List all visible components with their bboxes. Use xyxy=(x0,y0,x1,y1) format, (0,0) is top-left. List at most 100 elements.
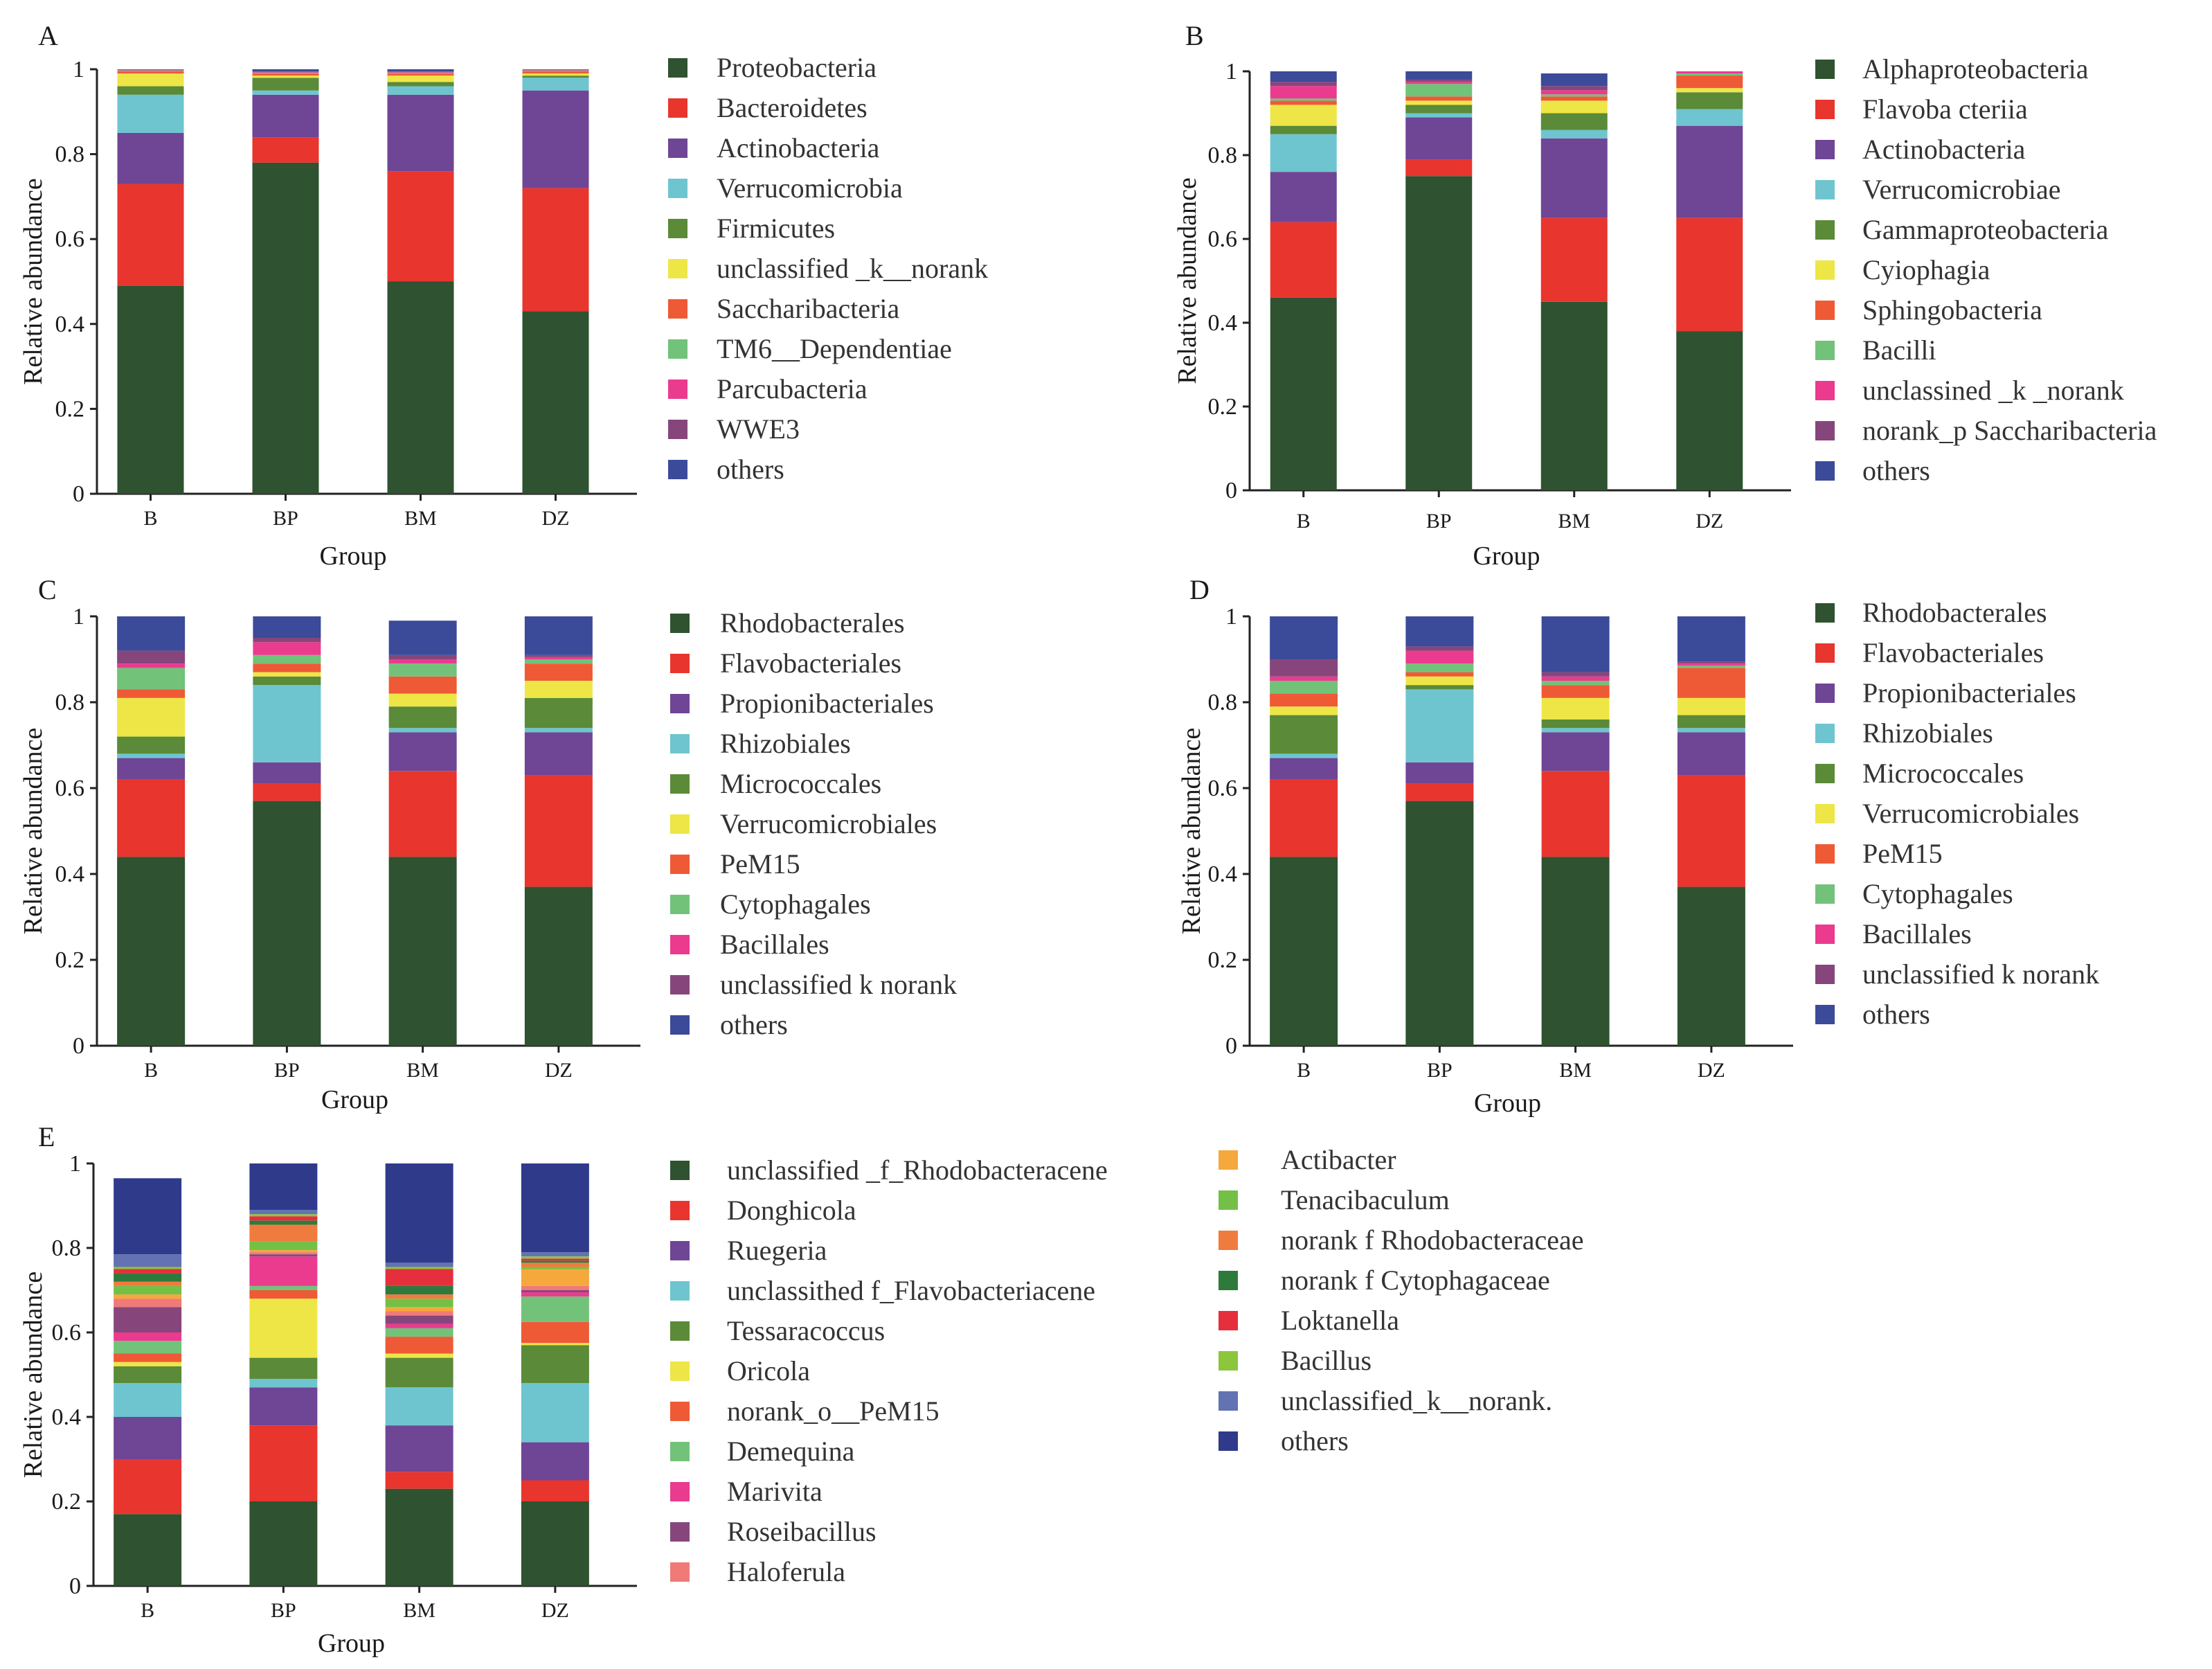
y-tick-label: 0.4 xyxy=(55,862,85,887)
bar-segment xyxy=(385,1298,453,1307)
y-tick-label: 0.2 xyxy=(1208,947,1238,973)
legend-entry: Alphaproteobacteria xyxy=(1815,53,2089,84)
bar-segment xyxy=(249,1256,318,1286)
bar-segment xyxy=(114,1383,182,1417)
legend-label: Bacteroidetes xyxy=(717,92,867,123)
legend-label: unclassined _k _norank xyxy=(1862,375,2124,406)
legend-label: WWE3 xyxy=(717,413,800,445)
legend-entry: Demequina xyxy=(670,1436,855,1467)
bar-segment xyxy=(117,73,184,87)
x-tick-label: BP xyxy=(1426,510,1452,533)
legend-label: Parcubacteria xyxy=(717,373,867,404)
x-tick-label: BM xyxy=(1559,1059,1592,1082)
legend-label: Actinobacteria xyxy=(1862,134,2026,165)
legend-label: Tessaracoccus xyxy=(727,1315,885,1346)
legend-swatch xyxy=(670,774,690,794)
legend-swatch xyxy=(668,420,687,439)
bar-segment xyxy=(1405,650,1474,664)
legend-entry: Bacteroidetes xyxy=(668,92,867,123)
bar-segment xyxy=(1270,71,1337,82)
legend-swatch xyxy=(668,460,687,479)
y-axis-title: Relative abundance xyxy=(19,178,48,385)
bar-segment xyxy=(252,71,319,72)
legend-swatch xyxy=(1815,260,1835,280)
bar-segment xyxy=(1405,689,1474,762)
legend-entry: unclassithed f_Flavobacteriacene xyxy=(670,1275,1095,1306)
legend-entry: Bacillales xyxy=(670,929,829,960)
legend-swatch xyxy=(670,1281,690,1301)
legend-swatch xyxy=(1815,60,1835,79)
legend-label: Cyiophagia xyxy=(1862,254,1990,285)
bar-segment xyxy=(1270,753,1338,758)
legend-swatch xyxy=(670,1562,690,1582)
legend-swatch xyxy=(670,1241,690,1260)
legend-swatch xyxy=(670,1161,690,1180)
bar-segment xyxy=(1405,159,1473,177)
legend-entry: Donghicola xyxy=(670,1195,856,1226)
bar-segment xyxy=(1541,697,1610,720)
legend-swatch xyxy=(670,1442,690,1461)
bar-segment xyxy=(1676,125,1743,218)
bar-segment xyxy=(524,681,593,698)
bar-segment xyxy=(253,801,321,1046)
bar-segment xyxy=(1677,886,1745,1046)
legend-entry: Actinobacteria xyxy=(1815,134,2026,165)
legend-entry: Parcubacteria xyxy=(668,373,867,404)
y-tick-label: 0.6 xyxy=(1208,776,1238,801)
x-tick-label: DZ xyxy=(541,1599,569,1622)
bar-segment xyxy=(521,1343,589,1346)
legend-entry: Tenacibaculum xyxy=(1219,1184,1450,1215)
legend-swatch xyxy=(670,895,690,914)
legend-entry: norank f Rhodobacteraceae xyxy=(1219,1224,1584,1256)
x-tick-label: BP xyxy=(271,1599,296,1622)
bar-segment xyxy=(521,1501,589,1586)
bar-segment xyxy=(1676,75,1743,89)
bar-segment xyxy=(1676,331,1743,490)
legend-entry: Rhizobiales xyxy=(1815,717,1993,749)
y-tick-label: 0.6 xyxy=(1208,226,1238,252)
bar-segment xyxy=(249,1210,318,1215)
bar-segment xyxy=(117,86,184,95)
bar-segment xyxy=(1270,681,1338,694)
bar-segment xyxy=(1540,90,1608,95)
bar-segment xyxy=(1677,775,1745,887)
bar-segment xyxy=(1676,217,1743,332)
legend-entry: Flavobacteriales xyxy=(1815,637,2044,668)
y-tick-label: 0.4 xyxy=(55,312,85,337)
bar-segment xyxy=(1270,297,1337,490)
legend-entry: Ruegeria xyxy=(670,1235,827,1266)
x-tick-label: BM xyxy=(1558,510,1590,533)
legend-label: unclassithed f_Flavobacteriacene xyxy=(727,1275,1095,1306)
bar-segment xyxy=(521,1345,589,1384)
bar-segment xyxy=(114,1294,182,1299)
bar-segment xyxy=(1405,84,1473,97)
bar-segment xyxy=(1270,172,1337,222)
bar-segment xyxy=(522,90,589,188)
bar-segment xyxy=(1541,681,1610,686)
bar-segment xyxy=(249,1387,318,1426)
y-axis-title: Relative abundance xyxy=(19,728,48,935)
bar-segment xyxy=(253,616,321,638)
legend-label: norank f Cytophagaceae xyxy=(1281,1265,1550,1296)
bar-segment xyxy=(521,1258,589,1261)
bar-segment xyxy=(1541,685,1610,698)
bar-segment xyxy=(1270,82,1337,87)
panel-label: B xyxy=(1185,20,1204,51)
bar-segment xyxy=(249,1220,318,1225)
x-tick-label: B xyxy=(144,1059,158,1082)
x-tick-label: BP xyxy=(273,507,298,530)
legend-entry: WWE3 xyxy=(668,413,800,445)
bar-segment xyxy=(1677,728,1745,733)
bar-segment xyxy=(117,689,186,698)
legend-label: Marivita xyxy=(727,1476,822,1507)
bar-segment xyxy=(1270,706,1338,715)
legend-label: others xyxy=(1281,1425,1349,1456)
legend-entry: others xyxy=(668,454,784,485)
bar-segment xyxy=(1270,100,1337,105)
bar-segment xyxy=(117,285,184,494)
legend-label: Actinobacteria xyxy=(717,132,880,163)
legend-swatch xyxy=(1815,180,1835,199)
bar-segment xyxy=(521,1383,589,1443)
bar-segment xyxy=(249,1357,318,1380)
legend-swatch xyxy=(670,855,690,874)
